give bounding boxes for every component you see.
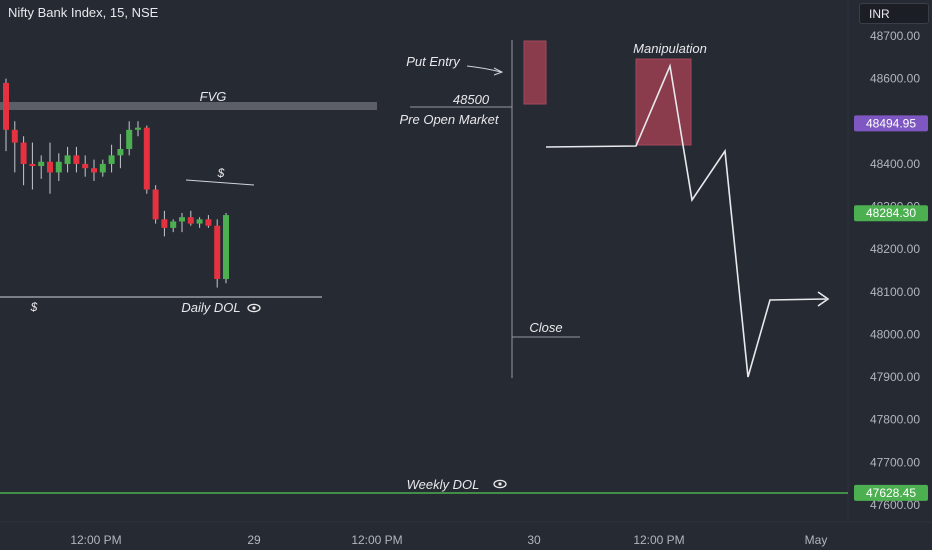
- candle: [214, 219, 221, 288]
- candle: [64, 146, 71, 173]
- candle: [20, 136, 27, 186]
- time-tick-label: 30: [527, 533, 541, 547]
- candle: [117, 134, 124, 169]
- candle: [161, 210, 168, 237]
- price-tick-label: 47700.00: [870, 455, 920, 469]
- candle: [196, 217, 203, 228]
- candle: [38, 155, 45, 179]
- candle: [73, 146, 80, 173]
- price-tick-label: 48100.00: [870, 285, 920, 299]
- weekly-dol-eye-icon: [493, 479, 507, 489]
- candle: [55, 153, 62, 181]
- time-tick-label: 12:00 PM: [351, 533, 402, 547]
- candle: [143, 125, 150, 194]
- time-axis[interactable]: 12:00 PM 29 12:00 PM 30 12:00 PM May: [70, 533, 827, 547]
- liquidity-dollar-top: $: [217, 166, 225, 180]
- price-badges: 48494.95 48284.30 47628.45: [854, 115, 928, 501]
- candle: [170, 219, 177, 233]
- manipulation-box[interactable]: [635, 58, 692, 146]
- currency-button[interactable]: INR: [859, 3, 929, 24]
- price-tick-label: 47600.00: [870, 498, 920, 512]
- candle: [187, 210, 194, 226]
- manipulation-label: Manipulation: [633, 41, 707, 56]
- candle: [11, 121, 18, 173]
- price-badge-label: 48284.30: [866, 206, 916, 220]
- price-badge: [854, 115, 928, 132]
- price-tick-label: 47900.00: [870, 370, 920, 384]
- price-badge: [854, 205, 928, 222]
- candle: [3, 78, 9, 152]
- candle: [47, 142, 53, 194]
- projection-path[interactable]: [545, 63, 827, 378]
- time-tick-label: 29: [247, 533, 261, 547]
- put-entry-arrow: [466, 65, 504, 76]
- level-48500-label: 48500: [453, 92, 490, 107]
- candle: [135, 121, 141, 137]
- price-tick-label: 47800.00: [870, 413, 920, 427]
- liquidity-dollar-left: $: [30, 300, 38, 314]
- pre-open-market-label: Pre Open Market: [400, 112, 500, 127]
- price-tick-label: 48000.00: [870, 327, 920, 341]
- daily-dol-eye-icon: [247, 303, 261, 313]
- price-badge-label: 47628.45: [866, 486, 916, 500]
- price-badge: [854, 484, 928, 501]
- daily-dol-label: Daily DOL: [181, 300, 240, 315]
- candle: [108, 144, 115, 173]
- candle: [179, 212, 185, 233]
- equal-highs-line[interactable]: [185, 179, 255, 186]
- weekly-dol-label: Weekly DOL: [407, 477, 480, 492]
- price-tick-label: 48600.00: [870, 72, 920, 86]
- price-axis[interactable]: 48700.0048600.0048500.0048400.0048300.00…: [870, 29, 920, 512]
- candle: [126, 121, 133, 156]
- symbol-title[interactable]: Nifty Bank Index, 15, NSE: [8, 5, 159, 20]
- candle: [29, 142, 36, 190]
- candle: [205, 215, 212, 228]
- candlestick-series: [3, 78, 229, 288]
- price-tick-label: 48400.00: [870, 157, 920, 171]
- projection-arrowhead: [817, 291, 830, 307]
- candle: [82, 155, 89, 177]
- price-badge-label: 48494.95: [866, 116, 916, 130]
- close-label: Close: [529, 320, 562, 335]
- put-entry-box[interactable]: [523, 40, 547, 105]
- time-tick-label: 12:00 PM: [633, 533, 684, 547]
- fvg-label: FVG: [200, 89, 227, 104]
- price-tick-label: 48200.00: [870, 242, 920, 256]
- candle: [99, 159, 106, 177]
- time-tick-label: May: [805, 533, 828, 547]
- put-entry-label: Put Entry: [406, 54, 461, 69]
- price-tick-label: 48700.00: [870, 29, 920, 43]
- candle: [91, 159, 97, 181]
- candle: [223, 212, 229, 284]
- candle: [152, 185, 159, 224]
- fvg-zone[interactable]: [0, 102, 377, 110]
- time-tick-label: 12:00 PM: [70, 533, 121, 547]
